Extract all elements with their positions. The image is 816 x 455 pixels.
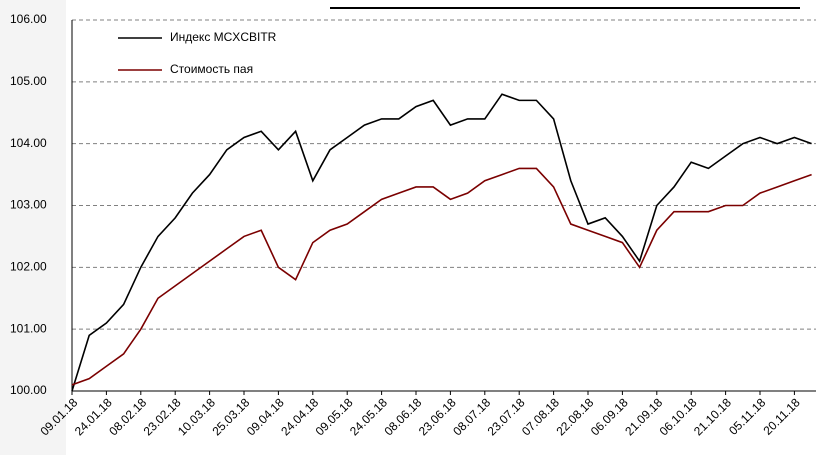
axis-strip: [0, 0, 66, 455]
series-line: [71, 167, 812, 386]
y-tick-label: 103.00: [10, 198, 47, 212]
y-tick-label: 105.00: [10, 74, 47, 88]
x-tick-label: 20.11.18: [760, 395, 803, 438]
y-tick-label: 104.00: [10, 136, 47, 150]
y-tick-label: 100.00: [10, 383, 47, 397]
x-tick-label: 05.11.18: [726, 395, 769, 438]
legend-label: Стоимость пая: [170, 62, 253, 76]
x-tick-label: 21.10.18: [691, 395, 734, 438]
y-tick-label: 106.00: [10, 12, 47, 26]
series-line: [71, 93, 812, 392]
y-tick-label: 102.00: [10, 260, 47, 274]
legend-label: Индекс MCXCBITR: [170, 30, 277, 44]
y-tick-label: 101.00: [10, 321, 47, 335]
